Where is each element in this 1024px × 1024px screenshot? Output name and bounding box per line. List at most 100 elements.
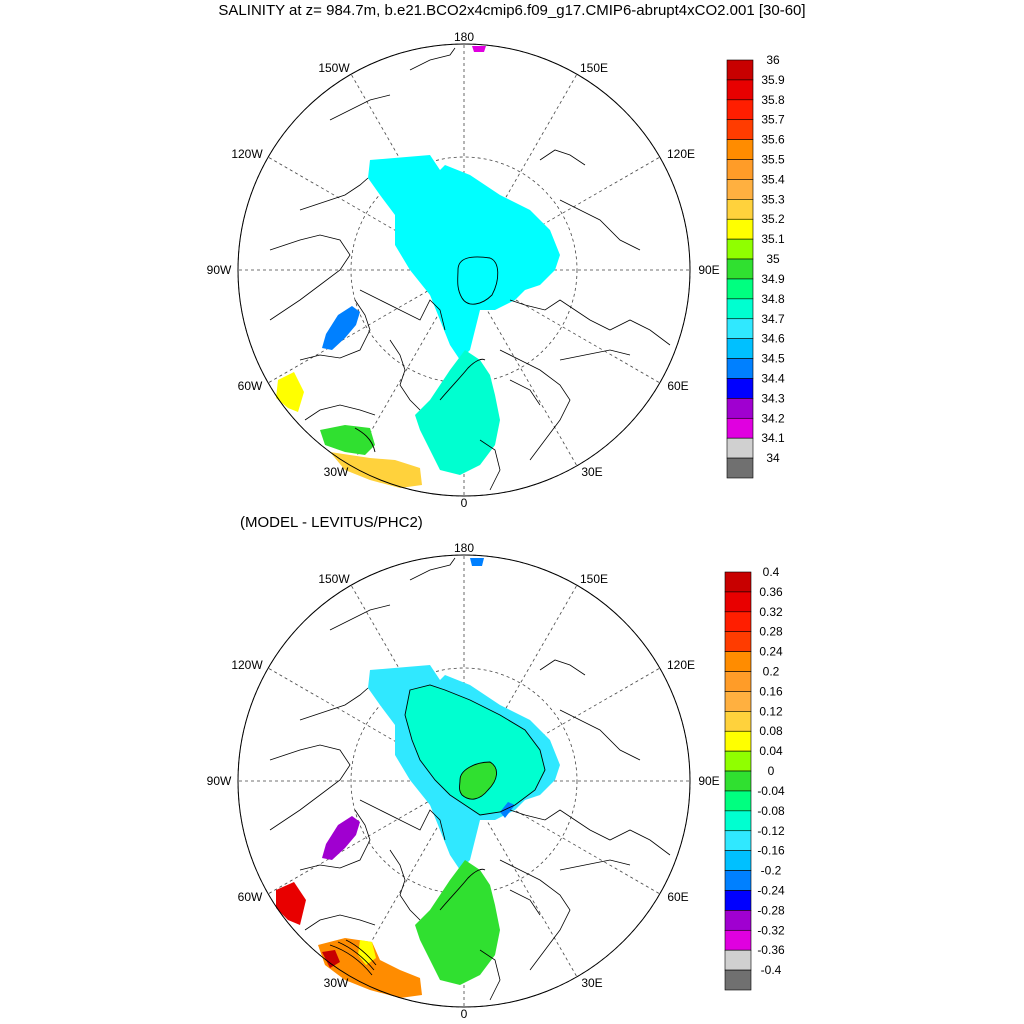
bottom-colorbar-swatch — [724, 929, 752, 951]
bottom-longitude-labels: 180 150W 150E 120W 120E 90W 90E 60W 60E … — [207, 541, 720, 1021]
top-label-120w: 120W — [231, 147, 263, 161]
bottom-colorbar-label: -0.36 — [757, 943, 785, 957]
bottom-label-90e: 90E — [698, 774, 719, 788]
top-colorbar-label: 34.5 — [761, 352, 785, 366]
bottom-colorbar-swatch — [724, 691, 752, 712]
bottom-pacific-patch-field — [470, 558, 484, 566]
bottom-colorbar-label: -0.12 — [757, 824, 785, 838]
bottom-colorbar-swatch — [724, 770, 752, 792]
top-label-150e: 150E — [580, 61, 608, 75]
top-colorbar-label: 34 — [766, 451, 780, 465]
top-label-0: 0 — [461, 496, 468, 510]
bottom-colorbar-swatch — [724, 830, 752, 851]
top-colorbar-label: 35.2 — [761, 212, 785, 226]
bottom-label-60w: 60W — [238, 890, 263, 904]
bottom-colorbar-label: -0.4 — [761, 963, 782, 977]
top-coastlines — [269, 47, 671, 491]
top-label-150w: 150W — [318, 61, 350, 75]
top-atlantic-green-field — [320, 425, 375, 455]
bottom-colorbar-swatch — [724, 631, 752, 652]
top-colorbar-label: 35 — [766, 252, 780, 266]
top-colorbar-label: 35.7 — [761, 113, 785, 127]
top-label-30e: 30E — [581, 465, 602, 479]
top-label-90e: 90E — [698, 263, 719, 277]
top-salinity-fields — [276, 46, 560, 488]
bottom-colorbar-swatch — [724, 651, 752, 672]
top-label-90w: 90W — [207, 263, 232, 277]
top-colorbar-label: 35.9 — [761, 73, 785, 87]
top-pacific-patch-field — [472, 46, 486, 52]
bottom-colorbar-swatch — [724, 750, 752, 772]
bottom-colorbar-swatch — [724, 730, 752, 752]
top-longitude-labels: 180 150W 150E 120W 120E 90W 90E 60W 60E … — [207, 30, 720, 510]
top-colorbar-label: 35.5 — [761, 153, 785, 167]
bottom-colorbar-label: 0.12 — [759, 704, 783, 718]
bottom-colorbar-label: -0.2 — [761, 864, 782, 878]
difference-subtitle: (MODEL - LEVITUS/PHC2) — [240, 514, 423, 531]
bottom-colorbar-swatch — [724, 671, 752, 692]
bottom-colorbar-swatch — [724, 611, 752, 633]
top-label-180: 180 — [454, 30, 474, 44]
bottom-contours — [329, 684, 546, 976]
bottom-colorbar-label: 0.08 — [759, 724, 783, 738]
top-label-60e: 60E — [667, 379, 688, 393]
bottom-colorbar-swatch — [724, 890, 752, 911]
bottom-colorbar-swatch — [724, 810, 752, 832]
top-colorbar-label: 35.8 — [761, 93, 785, 107]
bottom-coastlines — [269, 557, 671, 1001]
bottom-colorbar-label: 0.04 — [759, 744, 783, 758]
bottom-atlantic-orange-field — [318, 938, 422, 998]
top-map-boundary — [237, 43, 691, 497]
top-label-60w: 60W — [238, 379, 263, 393]
bottom-colorbar: 0.4 0.36 0.32 0.28 0.24 0.2 0.16 0.12 0.08 0.04 0 -… — [724, 565, 785, 991]
bottom-arctic-basin-field — [405, 685, 545, 815]
top-atlantic-yellow-field — [276, 372, 304, 412]
bottom-colorbar-label: 0.4 — [763, 565, 780, 579]
top-colorbar: 36 35.9 35.8 35.7 35.6 35.5 35.4 35.3 35.2 35.1 35… — [726, 53, 785, 479]
top-colorbar-label: 34.1 — [761, 431, 785, 445]
bottom-label-60e: 60E — [667, 890, 688, 904]
bottom-colorbar-label: 0.36 — [759, 585, 783, 599]
top-colorbar-label: 34.2 — [761, 411, 785, 425]
top-arctic-basin-field — [368, 155, 560, 360]
top-colorbar-label: 36 — [766, 53, 780, 67]
bottom-label-120w: 120W — [231, 658, 263, 672]
page-title: SALINITY at z= 984.7m, b.e21.BCO2x4cmip6… — [218, 2, 806, 19]
bottom-colorbar-swatch — [724, 949, 752, 971]
top-colorbar-swatch — [726, 457, 754, 479]
bottom-colorbar-label: -0.24 — [757, 883, 785, 897]
bottom-colorbar-label: -0.28 — [757, 903, 785, 917]
bottom-atlantic-red-field — [276, 882, 306, 925]
bottom-colorbar-swatch — [724, 910, 752, 931]
bottom-colorbar-label: 0 — [768, 764, 775, 778]
bottom-colorbar-swatch — [724, 870, 752, 891]
bottom-arctic-green-field — [459, 762, 497, 800]
top-colorbar-label: 34.9 — [761, 272, 785, 286]
bottom-label-150e: 150E — [580, 572, 608, 586]
bottom-map-boundary — [237, 554, 691, 1008]
bottom-atlantic-dark-red-field — [322, 950, 340, 968]
top-contours — [354, 256, 499, 453]
bottom-atlantic-yellow-field — [358, 940, 376, 965]
bottom-label-180: 180 — [454, 541, 474, 555]
bottom-colorbar-label: 0.28 — [759, 625, 783, 639]
top-label-120e: 120E — [667, 147, 695, 161]
bottom-colorbar-swatch — [724, 711, 752, 732]
bottom-difference-fields — [276, 558, 560, 998]
top-colorbar-label: 35.6 — [761, 133, 785, 147]
bottom-colorbar-label: 0.16 — [759, 684, 783, 698]
bottom-label-30e: 30E — [581, 976, 602, 990]
top-colorbar-label: 35.1 — [761, 232, 785, 246]
bottom-colorbar-label: -0.16 — [757, 844, 785, 858]
top-colorbar-label: 35.3 — [761, 192, 785, 206]
bottom-colorbar-label: -0.04 — [757, 784, 785, 798]
bottom-label-150w: 150W — [318, 572, 350, 586]
bottom-colorbar-swatch — [724, 591, 752, 613]
bottom-colorbar-label: 0.24 — [759, 645, 783, 659]
bottom-label-90w: 90W — [207, 774, 232, 788]
top-label-30w: 30W — [324, 465, 349, 479]
top-colorbar-label: 34.8 — [761, 292, 785, 306]
bottom-label-0: 0 — [461, 1007, 468, 1021]
